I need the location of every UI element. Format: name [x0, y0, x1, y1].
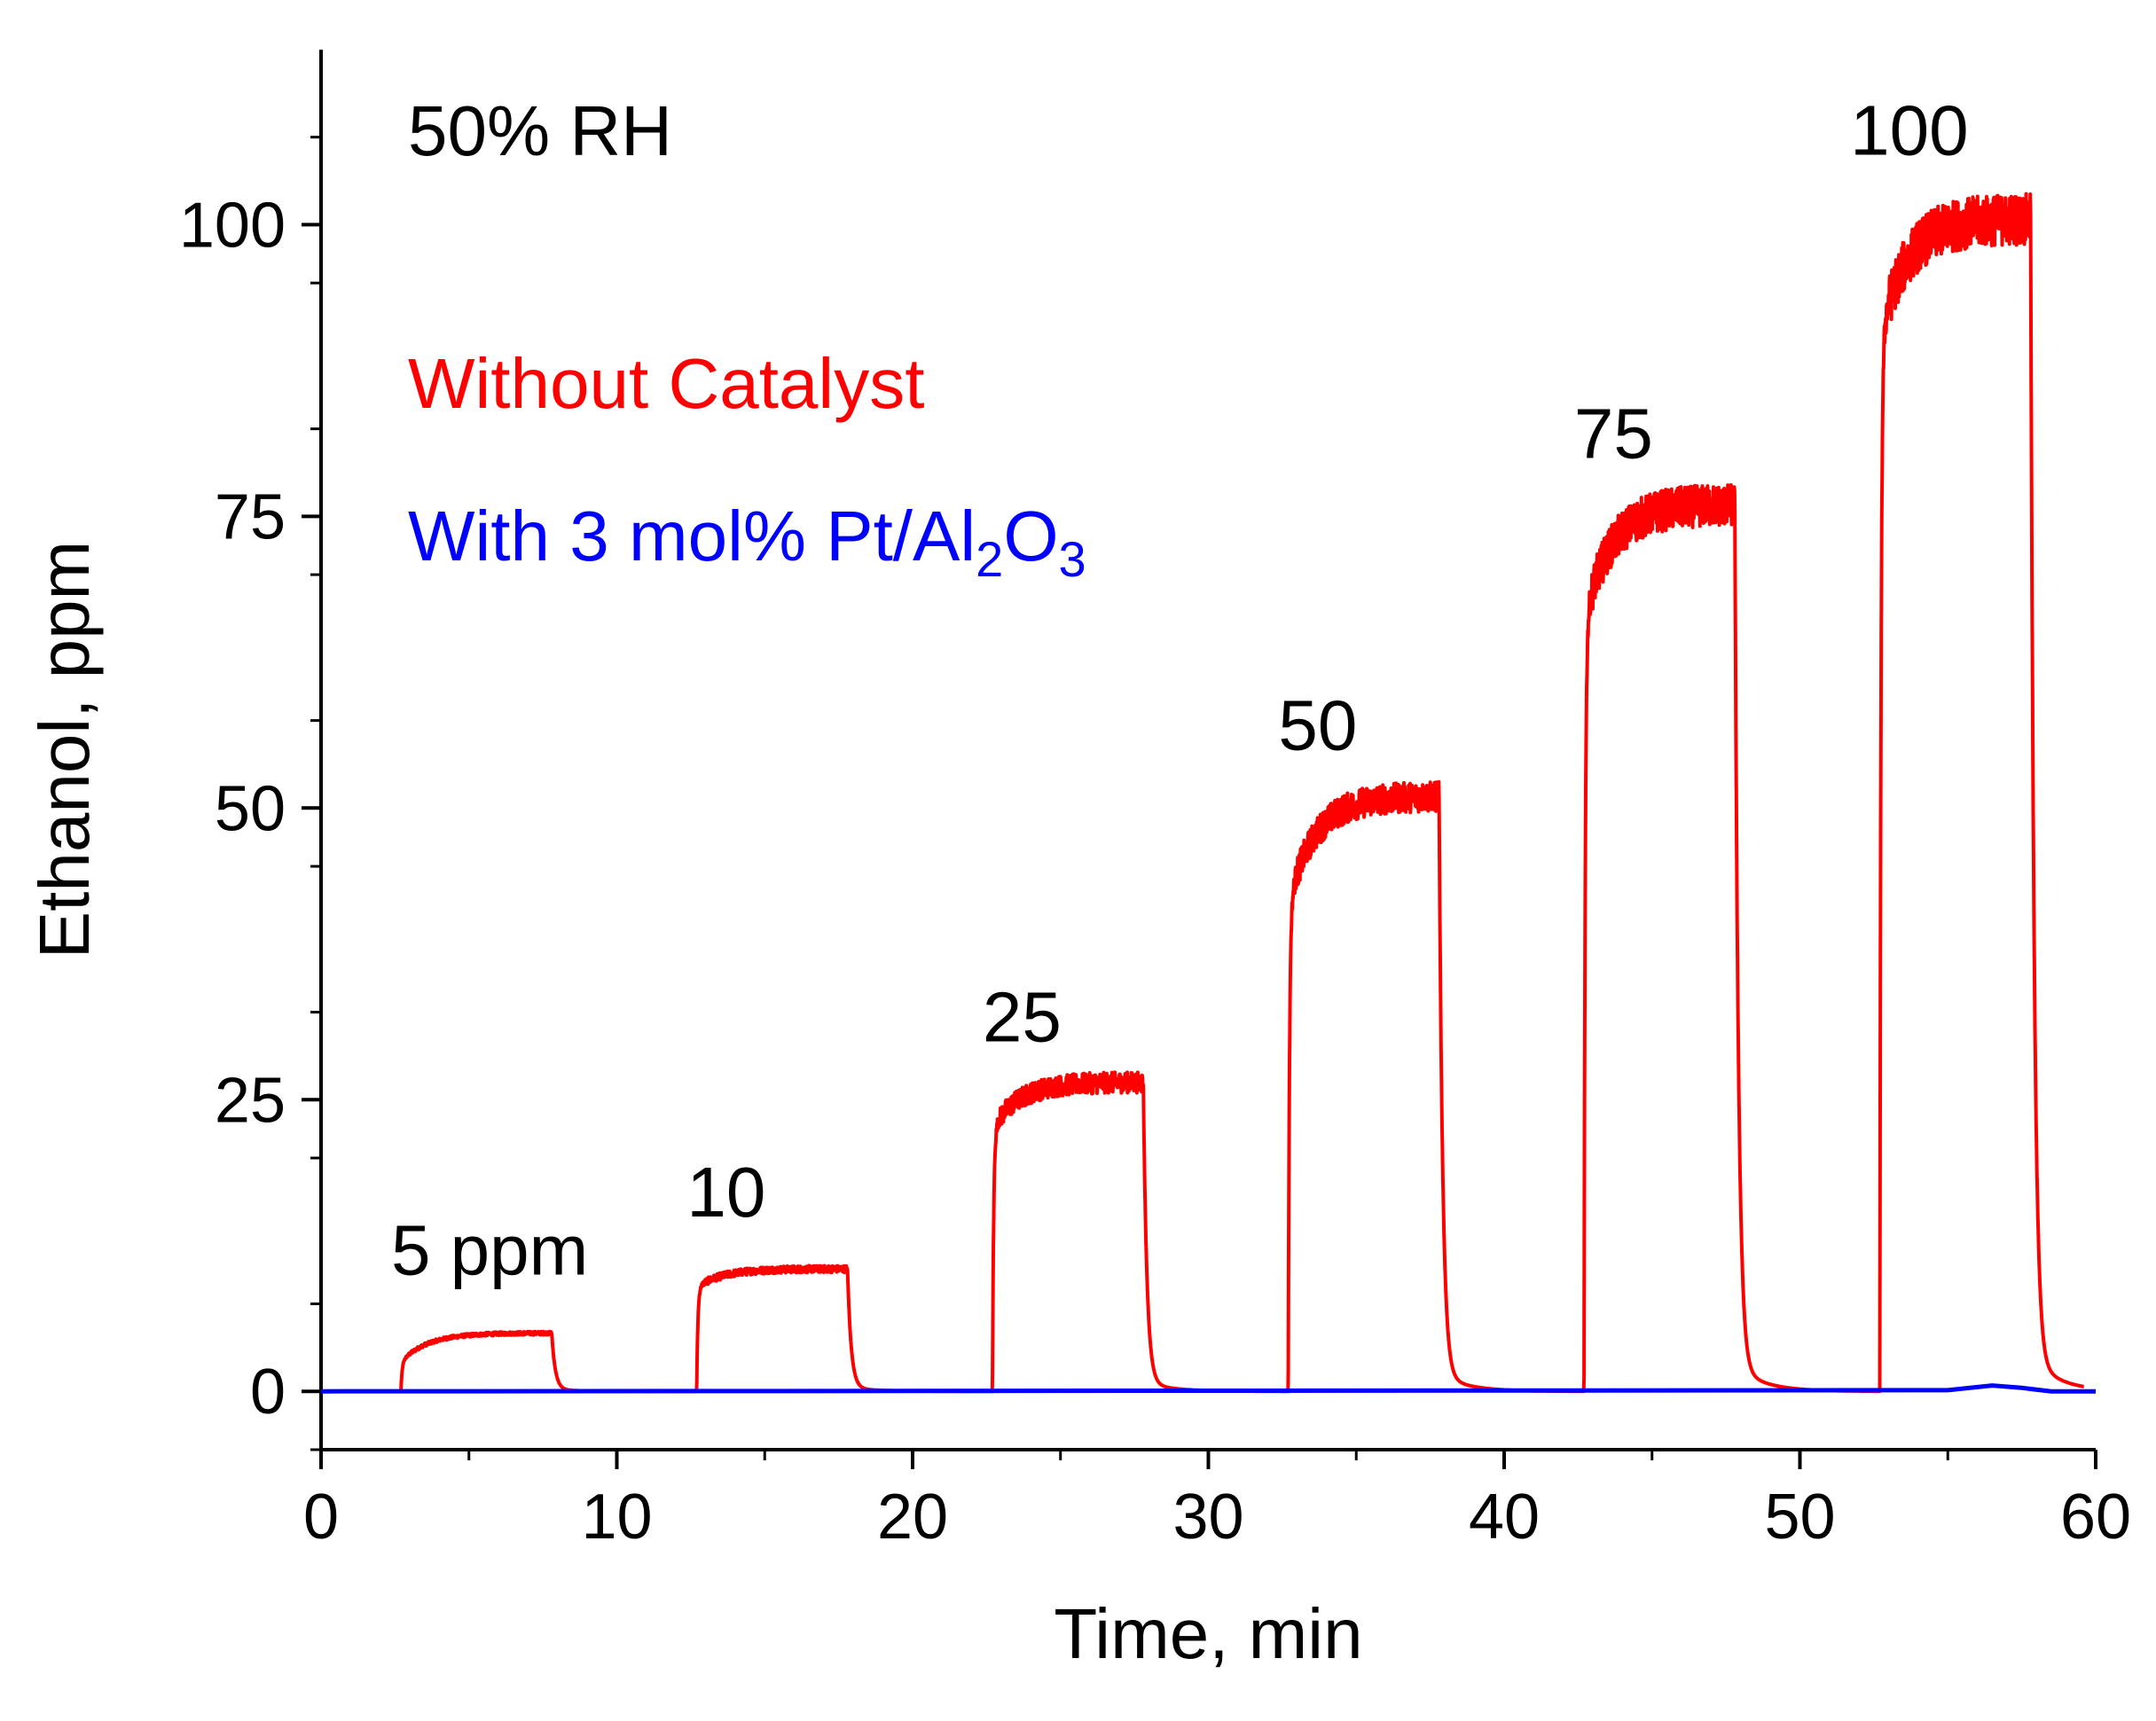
x-tick-label: 60: [2060, 1482, 2131, 1553]
axes: 0 10 20 30 40 50 60 0 25 50 75 100 Time, min Ethanol,…: [25, 50, 2131, 1673]
y-tick-label: 75: [215, 481, 286, 552]
series-layer: [320, 192, 2096, 1394]
x-axis-title: Time, min: [1054, 1594, 1362, 1673]
x-tick-label: 30: [1172, 1482, 1243, 1553]
pulse-label: 5 ppm: [391, 1211, 588, 1290]
y-tick-label: 100: [179, 190, 286, 261]
legend-without-catalyst: Without Catalyst: [408, 344, 924, 423]
legend-with-catalyst-mid: O: [1003, 497, 1058, 575]
y-tick-label: 25: [215, 1065, 286, 1136]
pulse-label: 10: [686, 1153, 765, 1232]
x-tick-label: 10: [581, 1482, 652, 1553]
pulse-label: 50: [1278, 686, 1357, 765]
legend-with-catalyst: With 3 mol% Pt/Al2O3: [408, 497, 1086, 587]
condition-label: 50% RH: [408, 91, 672, 170]
pulse-label: 75: [1574, 395, 1653, 473]
legend-with-catalyst-sub2: 3: [1059, 531, 1086, 587]
x-tick-label: 0: [303, 1482, 339, 1553]
y-tick-label: 0: [250, 1357, 286, 1428]
y-axis-title: Ethanol, ppm: [25, 541, 104, 958]
series-line-with-catalyst: [320, 1383, 2096, 1394]
x-tick-label: 20: [877, 1482, 948, 1553]
x-tick-label: 50: [1764, 1482, 1835, 1553]
x-tick-label: 40: [1469, 1482, 1540, 1553]
pulse-label: 25: [983, 977, 1062, 1056]
y-tick-label: 50: [215, 773, 286, 844]
legend-with-catalyst-sub1: 2: [976, 531, 1003, 587]
legend-with-catalyst-name: With 3 mol% Pt/Al: [408, 497, 976, 575]
pulse-label: 100: [1850, 90, 1968, 169]
